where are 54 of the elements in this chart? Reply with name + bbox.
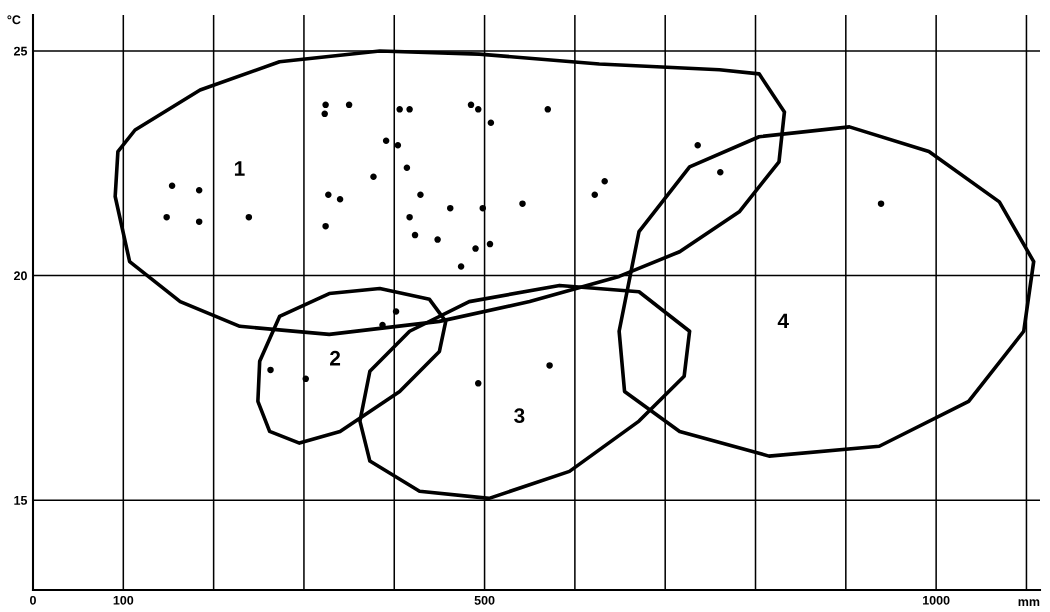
y-tick-label: 25 <box>13 46 28 56</box>
point <box>717 168 724 176</box>
x-tick-label: 500 <box>474 595 495 605</box>
x-tick-label: 0 <box>30 595 36 605</box>
annotation: 3 <box>514 408 525 424</box>
point <box>321 110 328 118</box>
point <box>601 177 608 185</box>
point <box>467 101 475 109</box>
point <box>267 366 274 374</box>
point <box>370 173 377 180</box>
point <box>396 106 403 113</box>
point <box>486 240 494 248</box>
point <box>406 213 413 221</box>
point <box>302 375 310 383</box>
point <box>195 186 203 194</box>
y-axis-title: °C <box>7 15 21 25</box>
annotation: 1 <box>234 161 245 176</box>
point <box>546 362 553 369</box>
point <box>168 182 176 189</box>
point <box>487 119 495 127</box>
point <box>474 380 482 387</box>
point <box>245 213 253 221</box>
point <box>472 245 479 252</box>
point <box>411 231 419 239</box>
point <box>519 200 526 207</box>
x-tick-label: 100 <box>113 595 134 605</box>
point <box>406 106 413 113</box>
point <box>544 106 552 113</box>
point <box>325 191 332 198</box>
point <box>392 308 400 315</box>
point <box>403 164 411 171</box>
y-tick-label: 20 <box>13 271 27 281</box>
point <box>479 204 487 212</box>
x-axis-title: mm <box>1018 599 1040 606</box>
point <box>417 191 424 198</box>
point <box>591 191 599 198</box>
annotation: 4 <box>777 313 789 329</box>
y-tick-label: 15 <box>14 496 28 505</box>
point <box>322 101 329 109</box>
point <box>446 204 454 212</box>
point <box>877 200 885 207</box>
point <box>394 142 402 149</box>
point <box>336 195 344 203</box>
point <box>163 213 170 221</box>
point <box>345 101 353 109</box>
x-tick-label: 1000 <box>923 595 950 605</box>
point <box>322 222 329 230</box>
point <box>434 236 441 243</box>
point <box>195 218 203 225</box>
point <box>474 106 482 113</box>
point <box>457 263 465 270</box>
point <box>382 137 390 145</box>
annotation: 2 <box>330 350 341 366</box>
point <box>694 142 701 149</box>
